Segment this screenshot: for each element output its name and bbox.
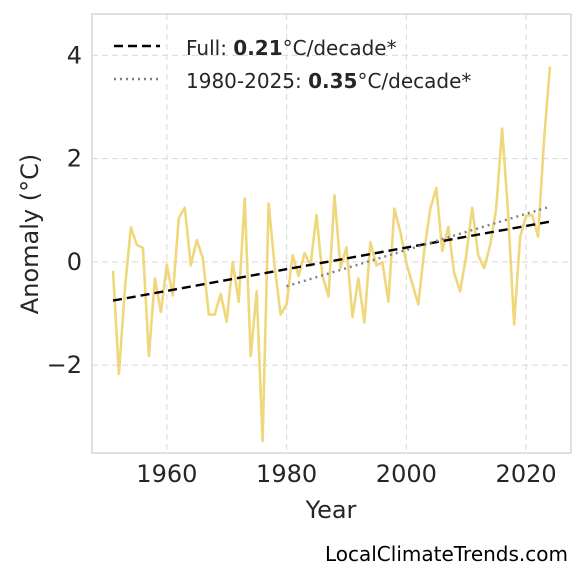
legend-recent-suffix: °C/decade*	[357, 69, 471, 93]
legend-full-prefix: Full:	[186, 36, 233, 60]
legend-recent-prefix: 1980-2025:	[186, 69, 308, 93]
anomaly-series-line	[111, 66, 552, 443]
y-tick-label: −2	[47, 351, 82, 379]
legend-full-suffix: °C/decade*	[283, 36, 397, 60]
legend-label-recent: 1980-2025: 0.35°C/decade*	[186, 69, 471, 93]
site-credit: LocalClimateTrends.com	[325, 542, 568, 566]
y-axis-label: Anomaly (°C)	[16, 154, 44, 314]
series-layer	[111, 66, 552, 443]
y-tick-label: 0	[67, 248, 82, 276]
x-tick-label: 1960	[136, 460, 197, 488]
y-tick-labels: −2 0 2 4	[47, 41, 82, 379]
y-tick-label: 4	[67, 41, 82, 69]
y-tick-label: 2	[67, 145, 82, 173]
legend-full-rate: 0.21	[233, 36, 282, 60]
x-axis-label: Year	[305, 496, 357, 524]
trend-line-recent	[286, 205, 551, 288]
x-tick-label: 1980	[256, 460, 317, 488]
x-tick-label: 2020	[496, 460, 557, 488]
x-tick-label: 2000	[376, 460, 437, 488]
grid-lines	[92, 14, 571, 453]
legend-label-full: Full: 0.21°C/decade*	[186, 36, 397, 60]
x-tick-labels: 1960 1980 2000 2020	[136, 460, 556, 488]
trend-line-full	[112, 220, 551, 302]
legend-recent-rate: 0.35	[308, 69, 357, 93]
legend: Full: 0.21°C/decade* 1980-2025: 0.35°C/d…	[114, 36, 471, 93]
